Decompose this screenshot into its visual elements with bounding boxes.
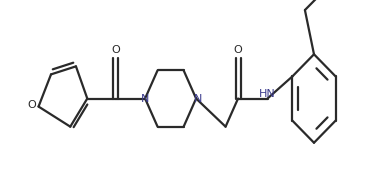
Text: N: N xyxy=(194,94,202,104)
Text: O: O xyxy=(111,45,120,55)
Text: O: O xyxy=(234,45,243,55)
Text: N: N xyxy=(141,94,149,104)
Text: O: O xyxy=(28,100,36,110)
Text: HN: HN xyxy=(259,90,276,100)
